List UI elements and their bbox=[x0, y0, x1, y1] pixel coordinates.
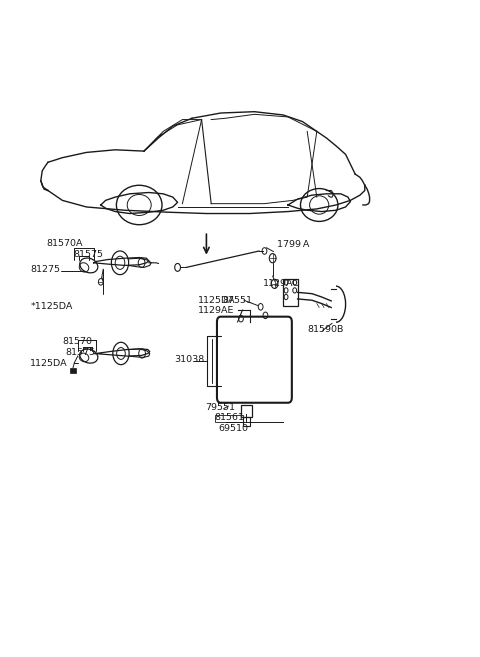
Text: 87551: 87551 bbox=[222, 296, 252, 305]
Text: 1129AC: 1129AC bbox=[263, 279, 300, 288]
Text: 81575: 81575 bbox=[73, 250, 103, 259]
Bar bbox=[283, 279, 298, 306]
Text: *1125DA: *1125DA bbox=[30, 302, 72, 311]
Text: 31038: 31038 bbox=[174, 355, 204, 364]
Text: 1129AE: 1129AE bbox=[198, 306, 235, 315]
Bar bbox=[215, 415, 243, 422]
Text: 69510: 69510 bbox=[218, 424, 249, 433]
Text: 79551: 79551 bbox=[205, 403, 235, 412]
Text: 81570A: 81570A bbox=[47, 238, 83, 248]
Text: 81561: 81561 bbox=[215, 413, 244, 422]
Text: 1125DA: 1125DA bbox=[30, 359, 68, 368]
Text: 81590B: 81590B bbox=[307, 325, 344, 334]
Bar bbox=[70, 368, 76, 373]
Bar bbox=[243, 417, 250, 426]
Text: 81570: 81570 bbox=[62, 337, 92, 346]
Bar bbox=[240, 405, 252, 417]
Text: 1799 A: 1799 A bbox=[277, 240, 310, 249]
Text: 1125DA: 1125DA bbox=[198, 296, 236, 305]
Text: 81575: 81575 bbox=[66, 348, 96, 357]
Text: 81275: 81275 bbox=[30, 265, 60, 274]
